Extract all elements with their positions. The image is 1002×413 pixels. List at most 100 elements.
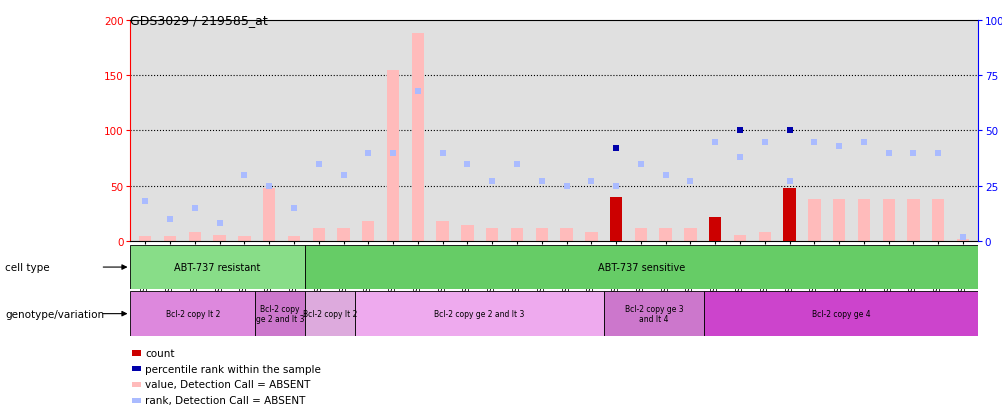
Bar (213, 235, 225, 242)
Text: Bcl-2 copy
ge 2 and lt 3: Bcl-2 copy ge 2 and lt 3 (256, 304, 304, 323)
Text: Bcl-2 copy lt 2: Bcl-2 copy lt 2 (303, 309, 357, 318)
Bar (163, 236, 176, 242)
Text: value, Detection Call = ABSENT: value, Detection Call = ABSENT (145, 380, 311, 389)
Point (731, 154, 747, 161)
Bar (683, 228, 696, 242)
Point (385, 150, 401, 157)
Bar (535, 228, 547, 242)
Bar (313, 228, 325, 242)
Bar (130, 246, 305, 289)
Bar (609, 238, 621, 242)
Text: Bcl-2 copy ge 2 and lt 3: Bcl-2 copy ge 2 and lt 3 (434, 309, 524, 318)
Bar (130, 291, 255, 337)
Bar (857, 199, 870, 242)
Point (855, 139, 871, 145)
Bar (882, 199, 894, 242)
Bar (387, 70, 399, 242)
Bar (131, 366, 141, 371)
Point (186, 205, 202, 212)
Point (681, 179, 697, 185)
Bar (131, 398, 141, 403)
Bar (288, 236, 300, 242)
Bar (305, 291, 355, 337)
Point (484, 179, 500, 185)
Bar (634, 228, 646, 242)
Bar (486, 228, 498, 242)
Bar (733, 235, 745, 242)
Bar (436, 222, 448, 242)
Point (632, 161, 648, 168)
Bar (832, 199, 845, 242)
Point (558, 183, 574, 190)
Point (706, 139, 722, 145)
Bar (411, 34, 424, 242)
Text: cell type: cell type (5, 263, 49, 273)
Point (508, 161, 524, 168)
Text: GDS3029 / 219585_at: GDS3029 / 219585_at (130, 14, 268, 27)
Bar (584, 233, 597, 242)
Point (781, 179, 797, 185)
Bar (609, 197, 621, 242)
Point (360, 150, 376, 157)
Bar (131, 382, 141, 387)
Point (236, 172, 253, 179)
Text: percentile rank within the sample: percentile rank within the sample (145, 364, 321, 374)
Point (311, 161, 327, 168)
Point (954, 234, 970, 240)
Bar (708, 222, 720, 242)
Point (607, 145, 623, 152)
Bar (708, 217, 720, 242)
Bar (461, 225, 473, 242)
Point (657, 172, 673, 179)
Bar (659, 228, 671, 242)
Point (434, 150, 450, 157)
Text: Bcl-2 copy lt 2: Bcl-2 copy lt 2 (165, 309, 219, 318)
Point (533, 179, 549, 185)
Point (607, 183, 623, 190)
Point (731, 128, 747, 135)
Point (905, 150, 921, 157)
Text: rank, Detection Call = ABSENT: rank, Detection Call = ABSENT (145, 395, 306, 405)
Bar (758, 233, 771, 242)
Bar (362, 222, 374, 242)
Bar (510, 228, 523, 242)
Bar (783, 189, 795, 242)
Bar (337, 228, 350, 242)
Bar (956, 240, 968, 242)
Point (831, 143, 847, 150)
Point (929, 150, 945, 157)
Point (286, 205, 302, 212)
Text: ABT-737 resistant: ABT-737 resistant (174, 262, 261, 273)
Bar (355, 291, 603, 337)
Point (410, 88, 426, 95)
Text: genotype/variation: genotype/variation (5, 309, 104, 319)
Bar (263, 189, 276, 242)
Point (335, 172, 351, 179)
Bar (139, 236, 151, 242)
Point (880, 150, 896, 157)
Bar (783, 235, 795, 242)
Point (806, 139, 822, 145)
Bar (560, 228, 572, 242)
Point (211, 221, 227, 227)
Text: count: count (145, 348, 174, 358)
Point (459, 161, 475, 168)
Point (757, 139, 773, 145)
Bar (603, 291, 703, 337)
Point (261, 183, 277, 190)
Point (162, 216, 178, 223)
Bar (808, 199, 820, 242)
Bar (305, 246, 977, 289)
Text: Bcl-2 copy ge 3
and lt 4: Bcl-2 copy ge 3 and lt 4 (624, 304, 682, 323)
Bar (907, 199, 919, 242)
Bar (188, 233, 200, 242)
Point (781, 128, 797, 135)
Point (583, 179, 599, 185)
Bar (703, 291, 977, 337)
Bar (131, 351, 141, 356)
Bar (255, 291, 305, 337)
Point (137, 199, 153, 205)
Text: ABT-737 sensitive: ABT-737 sensitive (597, 262, 684, 273)
Bar (931, 199, 944, 242)
Text: Bcl-2 copy ge 4: Bcl-2 copy ge 4 (811, 309, 870, 318)
